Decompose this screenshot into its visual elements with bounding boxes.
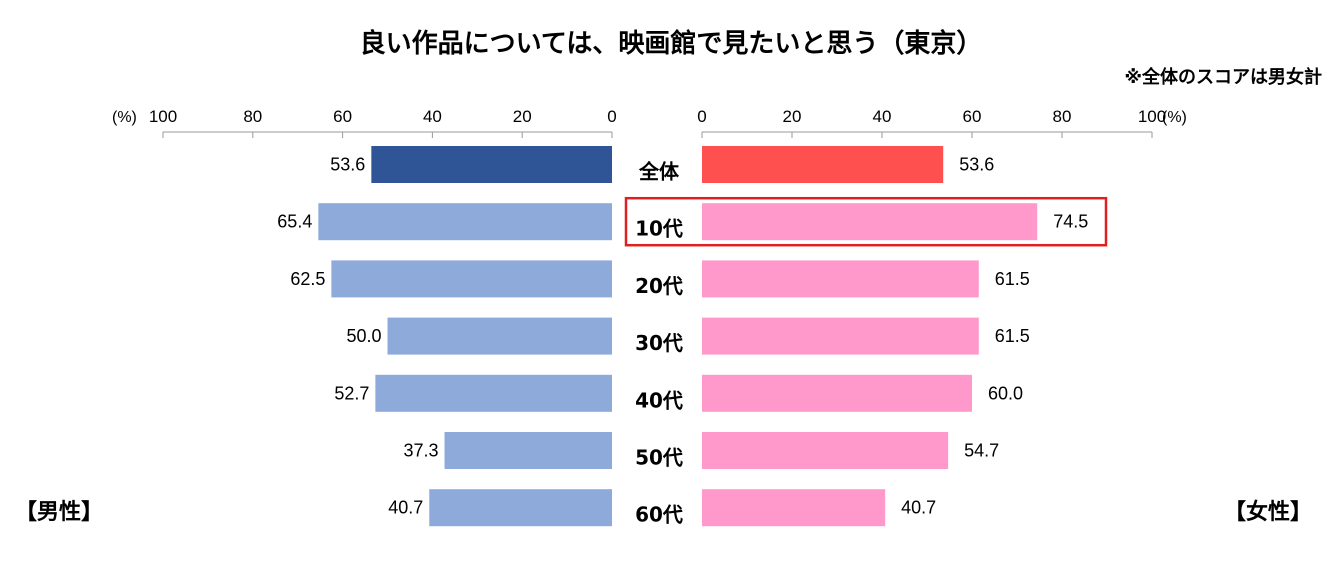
- male-bar: [371, 146, 612, 183]
- female-value-label: 54.7: [964, 441, 999, 461]
- male-tick-label: 40: [423, 107, 442, 126]
- legend-male: 【男性】: [15, 500, 103, 525]
- female-value-label: 60.0: [988, 383, 1023, 403]
- female-value-label: 74.5: [1053, 212, 1088, 232]
- male-tick-label: 20: [513, 107, 532, 126]
- category-label: 30代: [635, 331, 683, 355]
- female-bar: [702, 146, 944, 183]
- female-bar: [702, 489, 886, 527]
- male-tick-label: 80: [243, 107, 262, 126]
- female-value-label: 61.5: [995, 326, 1030, 346]
- female-tick-label: 40: [873, 107, 892, 126]
- category-label: 60代: [635, 503, 683, 527]
- male-tick-label: 60: [333, 107, 352, 126]
- highlight-box: [624, 196, 1108, 247]
- female-bar: [702, 203, 1038, 241]
- female-bar: [702, 260, 979, 298]
- female-value-label: 61.5: [995, 269, 1030, 289]
- male-value-label: 37.3: [403, 441, 438, 461]
- male-bar: [429, 489, 612, 527]
- male-bar: [387, 317, 612, 355]
- female-bar: [702, 432, 949, 469]
- category-label: 20代: [635, 274, 683, 298]
- chart-title: 良い作品については、映画館で見たいと思う（東京）: [360, 28, 983, 59]
- female-value-label: 53.6: [959, 155, 994, 175]
- male-value-label: 62.5: [290, 269, 325, 289]
- female-value-label: 40.7: [901, 498, 936, 518]
- female-tick-label: 20: [783, 107, 802, 126]
- male-value-label: 50.0: [346, 326, 381, 346]
- male-bar: [318, 203, 612, 241]
- female-bar: [702, 374, 972, 412]
- category-label: 40代: [635, 388, 683, 412]
- female-bar: [702, 317, 979, 355]
- legend-female: 【女性】: [1224, 499, 1312, 525]
- male-value-label: 53.6: [330, 155, 365, 175]
- male-value-label: 65.4: [277, 212, 312, 232]
- male-tick-label: 0: [607, 107, 616, 126]
- female-tick-label: 100: [1138, 107, 1166, 126]
- female-tick-label: 0: [697, 107, 706, 126]
- chart-note: ※全体のスコアは男女計: [1125, 66, 1323, 88]
- male-bar: [375, 374, 612, 412]
- male-tick-label: 100: [149, 107, 177, 126]
- female-tick-label: 80: [1053, 107, 1072, 126]
- male-value-label: 40.7: [388, 498, 423, 518]
- male-bar: [331, 260, 612, 298]
- male-bar: [444, 432, 612, 469]
- category-label: 10代: [635, 217, 683, 241]
- male-value-label: 52.7: [334, 383, 369, 403]
- unit-label-left: (%): [112, 109, 137, 126]
- female-tick-label: 60: [963, 107, 982, 126]
- unit-label-right: (%): [1162, 109, 1187, 126]
- category-label: 全体: [638, 160, 680, 184]
- category-label: 50代: [635, 446, 683, 470]
